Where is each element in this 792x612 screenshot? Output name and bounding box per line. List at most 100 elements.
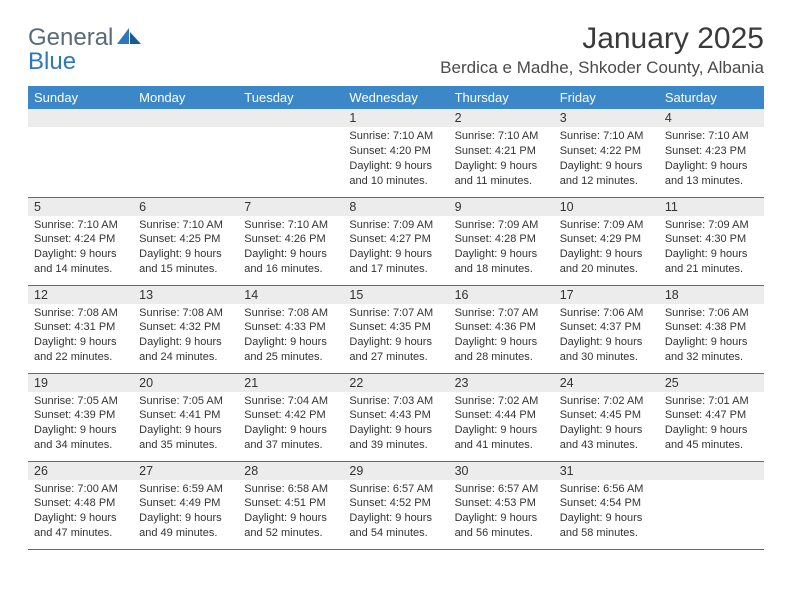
day-number: 16 <box>449 286 554 304</box>
day-info: Sunrise: 7:10 AMSunset: 4:21 PMDaylight:… <box>449 127 554 192</box>
day-dl2: and 21 minutes. <box>665 262 758 277</box>
logo-word2: Blue <box>28 48 76 75</box>
day-number: 4 <box>659 109 764 127</box>
calendar-cell: 21Sunrise: 7:04 AMSunset: 4:42 PMDayligh… <box>238 373 343 461</box>
day-number: 14 <box>238 286 343 304</box>
day-sr: Sunrise: 7:10 AM <box>455 129 548 144</box>
day-number: 3 <box>554 109 659 127</box>
day-number <box>238 109 343 127</box>
day-ss: Sunset: 4:35 PM <box>349 320 442 335</box>
day-info: Sunrise: 7:02 AMSunset: 4:44 PMDaylight:… <box>449 392 554 457</box>
calendar-cell: 16Sunrise: 7:07 AMSunset: 4:36 PMDayligh… <box>449 285 554 373</box>
calendar-cell: 31Sunrise: 6:56 AMSunset: 4:54 PMDayligh… <box>554 461 659 549</box>
day-info: Sunrise: 7:10 AMSunset: 4:23 PMDaylight:… <box>659 127 764 192</box>
calendar-cell: 3Sunrise: 7:10 AMSunset: 4:22 PMDaylight… <box>554 109 659 197</box>
day-dl1: Daylight: 9 hours <box>665 423 758 438</box>
day-ss: Sunset: 4:22 PM <box>560 144 653 159</box>
calendar-cell: 9Sunrise: 7:09 AMSunset: 4:28 PMDaylight… <box>449 197 554 285</box>
day-number: 29 <box>343 462 448 480</box>
day-info: Sunrise: 7:04 AMSunset: 4:42 PMDaylight:… <box>238 392 343 457</box>
day-dl1: Daylight: 9 hours <box>139 335 232 350</box>
day-number: 24 <box>554 374 659 392</box>
day-number: 12 <box>28 286 133 304</box>
day-number <box>659 462 764 480</box>
day-dl1: Daylight: 9 hours <box>455 335 548 350</box>
day-number: 13 <box>133 286 238 304</box>
calendar-cell <box>659 461 764 549</box>
calendar-cell: 17Sunrise: 7:06 AMSunset: 4:37 PMDayligh… <box>554 285 659 373</box>
day-info: Sunrise: 7:05 AMSunset: 4:41 PMDaylight:… <box>133 392 238 457</box>
day-ss: Sunset: 4:31 PM <box>34 320 127 335</box>
day-info: Sunrise: 7:09 AMSunset: 4:28 PMDaylight:… <box>449 216 554 281</box>
day-number: 18 <box>659 286 764 304</box>
logo-word1: General <box>28 24 113 51</box>
day-dl2: and 32 minutes. <box>665 350 758 365</box>
day-sr: Sunrise: 7:03 AM <box>349 394 442 409</box>
day-ss: Sunset: 4:49 PM <box>139 496 232 511</box>
day-dl1: Daylight: 9 hours <box>34 335 127 350</box>
day-ss: Sunset: 4:51 PM <box>244 496 337 511</box>
day-sr: Sunrise: 7:02 AM <box>455 394 548 409</box>
day-ss: Sunset: 4:39 PM <box>34 408 127 423</box>
day-sr: Sunrise: 7:09 AM <box>560 218 653 233</box>
calendar-cell <box>133 109 238 197</box>
day-info: Sunrise: 7:05 AMSunset: 4:39 PMDaylight:… <box>28 392 133 457</box>
day-info: Sunrise: 6:59 AMSunset: 4:49 PMDaylight:… <box>133 480 238 545</box>
calendar-cell: 8Sunrise: 7:09 AMSunset: 4:27 PMDaylight… <box>343 197 448 285</box>
dow-header: Wednesday <box>343 86 448 109</box>
day-ss: Sunset: 4:38 PM <box>665 320 758 335</box>
day-dl1: Daylight: 9 hours <box>139 247 232 262</box>
calendar-cell: 23Sunrise: 7:02 AMSunset: 4:44 PMDayligh… <box>449 373 554 461</box>
day-dl2: and 39 minutes. <box>349 438 442 453</box>
day-number: 11 <box>659 198 764 216</box>
calendar-cell: 18Sunrise: 7:06 AMSunset: 4:38 PMDayligh… <box>659 285 764 373</box>
day-sr: Sunrise: 7:04 AM <box>244 394 337 409</box>
day-sr: Sunrise: 7:06 AM <box>560 306 653 321</box>
day-ss: Sunset: 4:23 PM <box>665 144 758 159</box>
calendar-cell: 10Sunrise: 7:09 AMSunset: 4:29 PMDayligh… <box>554 197 659 285</box>
day-ss: Sunset: 4:52 PM <box>349 496 442 511</box>
day-ss: Sunset: 4:33 PM <box>244 320 337 335</box>
day-number: 6 <box>133 198 238 216</box>
calendar-table: SundayMondayTuesdayWednesdayThursdayFrid… <box>28 86 764 550</box>
dow-header: Thursday <box>449 86 554 109</box>
day-number <box>28 109 133 127</box>
day-number: 5 <box>28 198 133 216</box>
day-dl1: Daylight: 9 hours <box>560 335 653 350</box>
day-dl1: Daylight: 9 hours <box>244 423 337 438</box>
day-dl1: Daylight: 9 hours <box>455 159 548 174</box>
day-dl1: Daylight: 9 hours <box>349 511 442 526</box>
day-sr: Sunrise: 7:00 AM <box>34 482 127 497</box>
calendar-cell: 29Sunrise: 6:57 AMSunset: 4:52 PMDayligh… <box>343 461 448 549</box>
calendar-cell: 15Sunrise: 7:07 AMSunset: 4:35 PMDayligh… <box>343 285 448 373</box>
day-dl2: and 56 minutes. <box>455 526 548 541</box>
day-info: Sunrise: 6:56 AMSunset: 4:54 PMDaylight:… <box>554 480 659 545</box>
day-dl2: and 30 minutes. <box>560 350 653 365</box>
day-dl2: and 41 minutes. <box>455 438 548 453</box>
calendar-week: 26Sunrise: 7:00 AMSunset: 4:48 PMDayligh… <box>28 461 764 549</box>
day-sr: Sunrise: 6:56 AM <box>560 482 653 497</box>
dow-header: Saturday <box>659 86 764 109</box>
day-sr: Sunrise: 7:10 AM <box>665 129 758 144</box>
day-dl1: Daylight: 9 hours <box>665 247 758 262</box>
day-dl1: Daylight: 9 hours <box>244 335 337 350</box>
calendar-body: 1Sunrise: 7:10 AMSunset: 4:20 PMDaylight… <box>28 109 764 549</box>
day-dl1: Daylight: 9 hours <box>349 247 442 262</box>
day-info: Sunrise: 7:09 AMSunset: 4:29 PMDaylight:… <box>554 216 659 281</box>
day-sr: Sunrise: 7:02 AM <box>560 394 653 409</box>
day-info <box>659 480 764 540</box>
day-dl1: Daylight: 9 hours <box>244 511 337 526</box>
day-number: 20 <box>133 374 238 392</box>
day-number <box>133 109 238 127</box>
calendar-week: 1Sunrise: 7:10 AMSunset: 4:20 PMDaylight… <box>28 109 764 197</box>
calendar-cell: 6Sunrise: 7:10 AMSunset: 4:25 PMDaylight… <box>133 197 238 285</box>
day-number: 28 <box>238 462 343 480</box>
calendar-cell: 13Sunrise: 7:08 AMSunset: 4:32 PMDayligh… <box>133 285 238 373</box>
day-ss: Sunset: 4:53 PM <box>455 496 548 511</box>
day-sr: Sunrise: 7:07 AM <box>349 306 442 321</box>
day-dl2: and 47 minutes. <box>34 526 127 541</box>
day-dl2: and 54 minutes. <box>349 526 442 541</box>
day-info: Sunrise: 6:58 AMSunset: 4:51 PMDaylight:… <box>238 480 343 545</box>
day-info: Sunrise: 7:07 AMSunset: 4:36 PMDaylight:… <box>449 304 554 369</box>
day-number: 30 <box>449 462 554 480</box>
